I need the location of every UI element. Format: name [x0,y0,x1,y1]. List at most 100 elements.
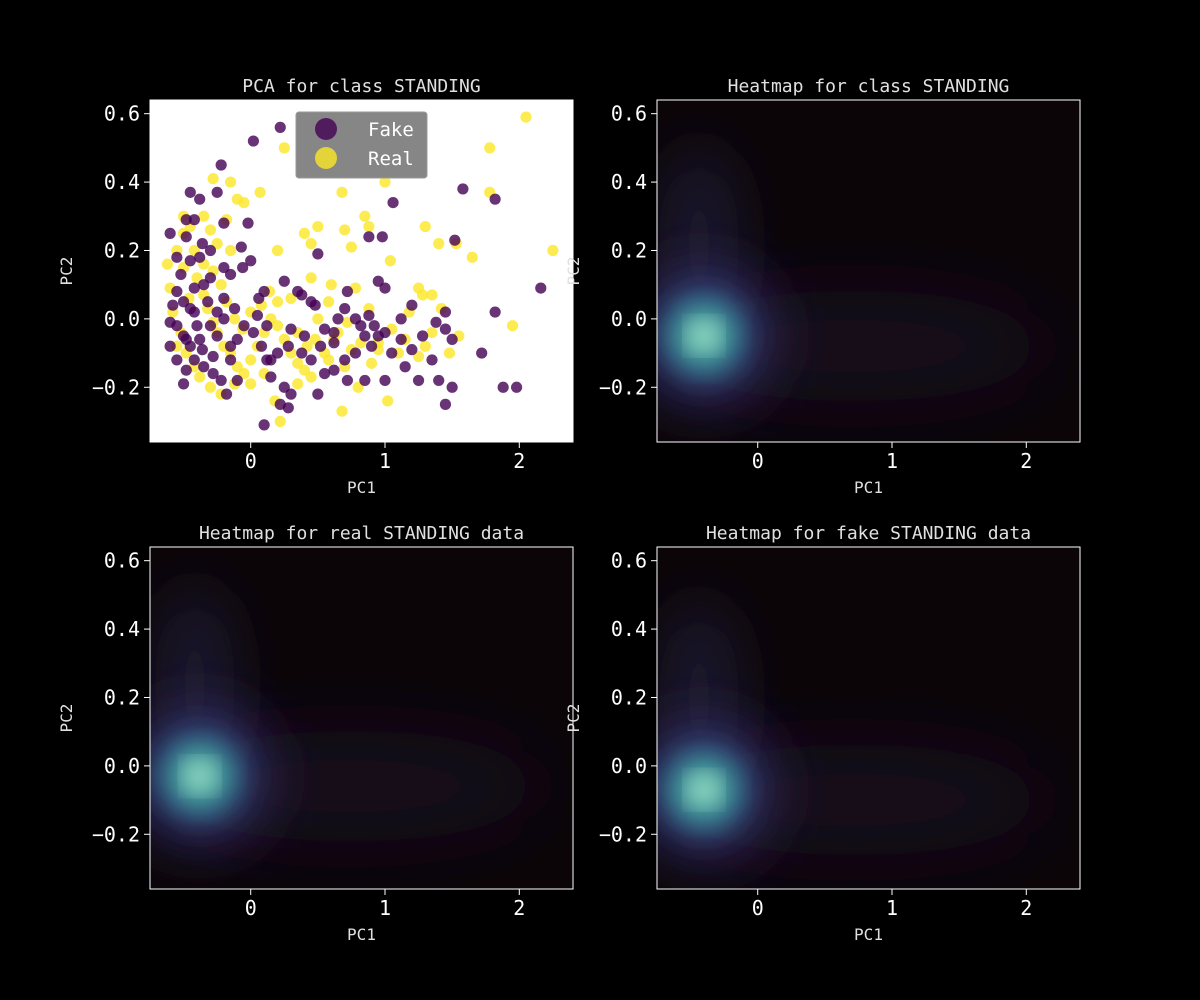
y-tick-label: 0.0 [611,307,647,331]
x-axis-label: PC1 [854,925,883,944]
data-point-fake [386,347,397,358]
data-point-fake [194,334,205,345]
plot-title: Heatmap for class STANDING [728,76,1010,97]
data-point-fake [447,334,458,345]
data-point-fake [221,389,232,400]
data-point-fake [165,317,176,328]
data-point-fake [285,324,296,335]
data-point-fake [363,310,374,321]
data-point-fake [165,228,176,239]
data-point-real [366,358,377,369]
data-point-fake [194,252,205,263]
data-point-fake [440,324,451,335]
data-point-fake [406,300,417,311]
data-point-fake [342,375,353,386]
density-peak [693,779,715,801]
data-point-fake [306,354,317,365]
data-point-fake [256,341,267,352]
data-point-fake [328,365,339,376]
data-point-fake [272,347,283,358]
plot-title: Heatmap for real STANDING data [199,523,524,544]
data-point-real [336,406,347,417]
data-point-fake [430,317,441,328]
data-point-real [216,279,227,290]
x-axis-label: PC1 [347,478,376,497]
data-point-fake [283,341,294,352]
data-point-real [306,272,317,283]
data-point-real [467,252,478,263]
data-point-fake [433,375,444,386]
heatmap-density [634,547,1080,889]
data-point-fake [216,375,227,386]
x-tick-label: 1 [886,896,898,920]
x-tick-label: 2 [1020,896,1032,920]
data-point-fake [369,320,380,331]
y-tick-label: 0.0 [104,307,140,331]
data-point-fake [476,347,487,358]
data-point-real [444,347,455,358]
data-point-real [225,176,236,187]
data-point-real [363,221,374,232]
density-peak [189,765,211,787]
data-point-fake [379,283,390,294]
data-point-fake [205,320,216,331]
data-point-fake [232,375,243,386]
data-point-fake [229,303,240,314]
data-point-fake [189,354,200,365]
data-point-real [229,313,240,324]
x-tick-label: 2 [513,449,525,473]
data-point-fake [181,231,192,242]
data-point-fake [363,231,374,242]
data-point-fake [310,300,321,311]
data-point-fake [248,327,259,338]
data-point-real [382,395,393,406]
data-point-fake [252,310,263,321]
data-point-fake [447,382,458,393]
legend-label-fake: Fake [368,119,414,141]
data-point-fake [212,330,223,341]
data-point-fake [275,122,286,133]
data-point-real [162,259,173,270]
legend-marker-fake [315,118,337,140]
data-point-fake [400,361,411,372]
data-point-fake [216,159,227,170]
data-point-fake [396,334,407,345]
data-point-real [547,245,558,256]
data-point-fake [165,341,176,352]
data-point-fake [171,252,182,263]
data-point-fake [225,341,236,352]
x-tick-label: 2 [1020,449,1032,473]
data-point-fake [413,375,424,386]
data-point-fake [205,245,216,256]
data-point-real [433,238,444,249]
data-point-real [323,354,334,365]
data-point-fake [426,354,437,365]
data-point-fake [261,354,272,365]
data-point-real [245,354,256,365]
x-axis-label: PC1 [854,478,883,497]
data-point-fake [178,378,189,389]
data-point-fake [283,402,294,413]
data-point-real [205,224,216,235]
data-point-real [272,296,283,307]
data-point-fake [359,330,370,341]
data-point-fake [312,389,323,400]
y-tick-label: 0.0 [611,754,647,778]
data-point-real [336,187,347,198]
y-tick-label: 0.2 [611,685,647,709]
y-tick-label: 0.4 [611,170,647,194]
y-tick-label: −0.2 [599,822,647,846]
x-tick-label: 1 [886,449,898,473]
data-point-real [299,365,310,376]
heatmap-density [634,100,1080,442]
data-point-fake [339,354,350,365]
data-point-fake [417,330,428,341]
density-peak [693,325,715,347]
data-point-fake [218,313,229,324]
data-point-fake [296,289,307,300]
y-axis-label: PC2 [564,704,583,733]
data-point-fake [328,337,339,348]
plot-title: PCA for class STANDING [242,76,480,97]
data-point-fake [396,313,407,324]
data-point-fake [259,419,270,430]
